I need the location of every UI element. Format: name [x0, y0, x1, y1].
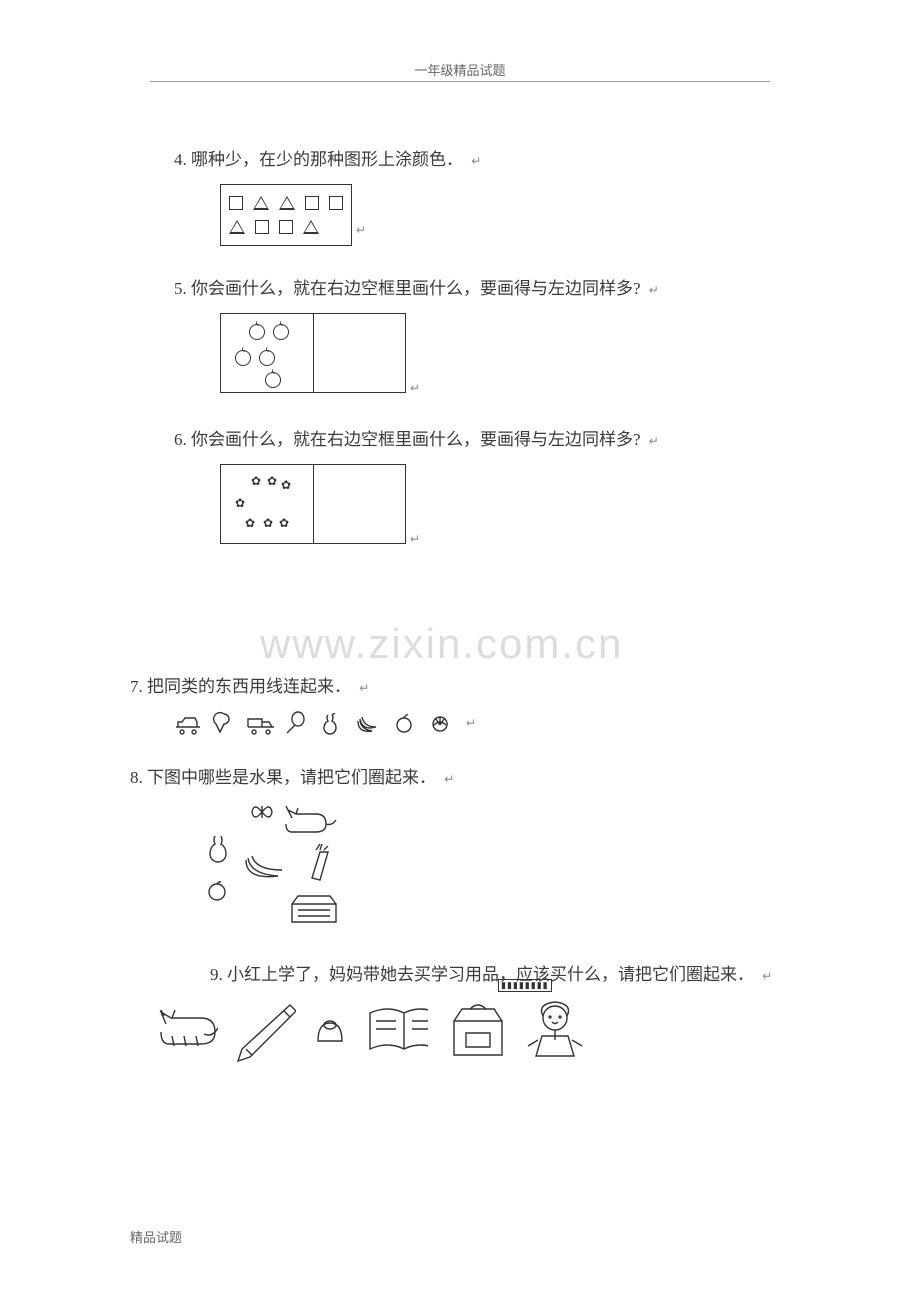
- return-icon: ↵: [444, 772, 454, 786]
- content-lower: 7. 把同类的东西用线连起来． ↵ ↵ 8. 下图中哪些是水果，请把它们圈起来．…: [130, 672, 790, 1091]
- q6-box: ✿ ✿ ✿ ✿ ✿ ✿ ✿: [220, 464, 406, 544]
- q8-cluster: [198, 802, 378, 932]
- cabbage-icon: [426, 711, 454, 735]
- bee-icon: ✿: [267, 475, 281, 487]
- watermark-text: www.zixin.com.cn: [260, 620, 623, 667]
- q9-row: ▮▮▮▮▮▮▮▮: [154, 999, 790, 1063]
- q9-body: 小红上学了，妈妈带她去买学习用品，应该买什么，请把它们圈起来．: [227, 965, 754, 984]
- return-icon: ↵: [410, 381, 420, 395]
- return-icon: ↵: [649, 283, 659, 297]
- bee-icon: ✿: [251, 475, 265, 487]
- pencilcase-icon: [288, 892, 340, 926]
- bee-icon: ✿: [279, 517, 293, 529]
- triangle-icon: [279, 196, 295, 210]
- q7-icon-row: ↵: [174, 711, 790, 735]
- pear-icon: [318, 711, 346, 735]
- apple-icon: [390, 711, 418, 735]
- bee-icon: ✿: [235, 497, 249, 509]
- q9-number: 9.: [210, 965, 223, 984]
- return-icon: ↵: [466, 716, 476, 731]
- cat-icon: [282, 804, 342, 840]
- square-icon: [229, 196, 243, 210]
- watermark: www.zixin.com.cn: [260, 620, 623, 668]
- question-5: 5. 你会画什么，就在右边空框里画什么，要画得与左边同样多? ↵ ↵: [174, 274, 790, 397]
- ruler-icon: ▮▮▮▮▮▮▮▮: [498, 979, 552, 992]
- square-icon: [279, 220, 293, 234]
- q7-text: 7. 把同类的东西用线连起来． ↵: [130, 672, 790, 697]
- pencil-icon: [232, 999, 296, 1063]
- racket-icon: [282, 711, 310, 735]
- car-icon: [174, 711, 202, 735]
- butterfly-icon: [250, 802, 274, 822]
- apple-icon: [249, 324, 265, 340]
- return-icon: ↵: [359, 681, 369, 695]
- apple-icon: [206, 880, 228, 902]
- page-header: 一年级精品试题: [150, 60, 770, 82]
- q6-left-cell: ✿ ✿ ✿ ✿ ✿ ✿ ✿: [221, 465, 313, 543]
- q7-number: 7.: [130, 677, 143, 696]
- icecream-icon: [210, 711, 238, 735]
- q8-body: 下图中哪些是水果，请把它们圈起来．: [147, 768, 436, 787]
- q4-row1: [229, 191, 343, 215]
- q6-text: 6. 你会画什么，就在右边空框里画什么，要画得与左边同样多? ↵: [174, 425, 790, 450]
- square-icon: [255, 220, 269, 234]
- bee-icon: ✿: [245, 517, 259, 529]
- q5-text: 5. 你会画什么，就在右边空框里画什么，要画得与左边同样多? ↵: [174, 274, 790, 299]
- pear-icon: [208, 832, 234, 866]
- header-text: 一年级精品试题: [414, 63, 505, 78]
- q4-text: 4. 哪种少，在少的那种图形上涂颜色． ↵: [174, 145, 790, 170]
- question-6: 6. 你会画什么，就在右边空框里画什么，要画得与左边同样多? ↵ ✿ ✿ ✿ ✿…: [174, 425, 790, 548]
- q5-left-cell: [221, 314, 313, 392]
- footer-text: 精品试题: [130, 1230, 182, 1245]
- triangle-icon: [229, 220, 245, 234]
- doll-icon: [520, 999, 584, 1063]
- square-icon: [305, 196, 319, 210]
- q5-body: 你会画什么，就在右边空框里画什么，要画得与左边同样多?: [191, 279, 641, 298]
- carrot-icon: [308, 842, 332, 882]
- return-icon: ↵: [471, 154, 481, 168]
- return-icon: ↵: [649, 434, 659, 448]
- question-4: 4. 哪种少，在少的那种图形上涂颜色． ↵ ↵: [174, 145, 790, 246]
- return-icon: ↵: [356, 223, 366, 237]
- return-icon: ↵: [410, 532, 420, 546]
- bee-icon: ✿: [281, 479, 295, 491]
- q6-right-cell: [313, 465, 405, 543]
- q5-number: 5.: [174, 279, 187, 298]
- sharpener-icon: [310, 999, 350, 1063]
- q5-right-cell: [313, 314, 405, 392]
- banana-icon: [354, 711, 382, 735]
- question-9: 9. 小红上学了，妈妈带她去买学习用品，应该买什么，请把它们圈起来． ↵ ▮▮▮…: [130, 960, 790, 1063]
- question-8: 8. 下图中哪些是水果，请把它们圈起来． ↵: [130, 763, 790, 932]
- apple-icon: [235, 350, 251, 366]
- book-icon: [364, 999, 428, 1063]
- triangle-icon: [253, 196, 269, 210]
- triangle-icon: [303, 220, 319, 234]
- q4-row2: [229, 215, 343, 239]
- q8-number: 8.: [130, 768, 143, 787]
- q5-box: [220, 313, 406, 393]
- q7-body: 把同类的东西用线连起来．: [147, 677, 351, 696]
- banana-icon: [242, 852, 286, 882]
- page-footer: 精品试题: [130, 1227, 182, 1246]
- apple-icon: [259, 350, 275, 366]
- square-icon: [329, 196, 343, 210]
- bee-icon: ✿: [263, 517, 277, 529]
- q8-text: 8. 下图中哪些是水果，请把它们圈起来． ↵: [130, 763, 790, 788]
- question-7: 7. 把同类的东西用线连起来． ↵ ↵: [130, 672, 790, 735]
- return-icon: ↵: [762, 969, 772, 983]
- truck-icon: [246, 711, 274, 735]
- q4-number: 4.: [174, 150, 187, 169]
- q6-body: 你会画什么，就在右边空框里画什么，要画得与左边同样多?: [191, 430, 641, 449]
- q6-number: 6.: [174, 430, 187, 449]
- q4-body: 哪种少，在少的那种图形上涂颜色．: [191, 150, 463, 169]
- apple-icon: [273, 324, 289, 340]
- bag-icon: [442, 999, 506, 1063]
- apple-icon: [265, 372, 281, 388]
- cat-icon: [154, 999, 218, 1063]
- content-upper: 4. 哪种少，在少的那种图形上涂颜色． ↵ ↵ 5. 你会画什么，就在右边空: [130, 145, 790, 576]
- q4-shape-box: [220, 184, 352, 246]
